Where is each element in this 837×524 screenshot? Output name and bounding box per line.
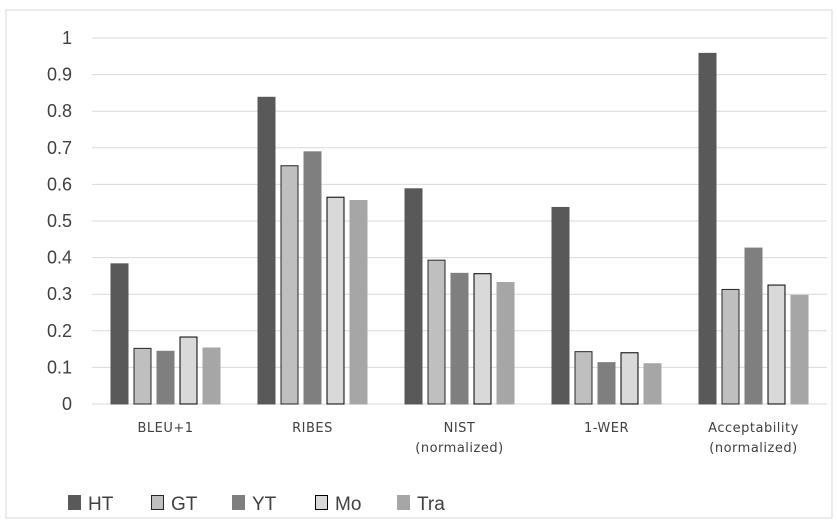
bar-yt [744,247,763,405]
bar-ht [257,96,276,405]
bar-ht [698,52,717,405]
bar-yt [597,362,616,405]
bar-tra [202,347,221,405]
y-tick-label: 1 [62,28,72,48]
legend-label-yt: YT [252,494,277,515]
bar-tra [790,294,809,405]
bar-gt [133,347,152,405]
bar-gt [721,288,740,405]
bar-tra [496,281,515,405]
bar-yt [156,350,175,405]
bar-ht [404,188,423,405]
bar-ht [110,263,129,405]
legend-label-mo: Mo [335,494,361,515]
y-tick-label: 0 [62,394,72,414]
y-tick-label: 0.6 [47,174,72,194]
legend-label-gt: GT [171,494,198,515]
category-label: (normalized) [709,441,797,456]
y-tick-label: 0.8 [47,101,72,121]
y-axis-ticks: 0 0.1 0.2 0.3 0.4 0.5 0.6 0.7 0.8 0.9 1 [47,28,72,414]
bars [110,52,809,405]
bar-yt [450,272,469,405]
bar-gt [427,259,446,405]
y-tick-label: 0.1 [47,357,72,377]
category-label: 1-WER [584,421,629,436]
legend-swatch-ht [68,495,81,510]
legend-swatch-mo [315,495,328,510]
legend-swatch-gt [151,495,164,510]
y-tick-label: 0.3 [47,284,72,304]
legend: HT GT YT Mo Tra [68,494,445,515]
y-tick-label: 0.2 [47,321,72,341]
category-labels: BLEU+1 RIBES NIST (normalized) 1-WER Acceptab… [137,421,798,456]
category-label: (normalized) [415,441,503,456]
category-label: NIST [444,421,476,436]
legend-swatch-tra [397,495,410,510]
y-tick-label: 0.7 [47,138,72,158]
bar-mo [326,196,345,405]
y-tick-label: 0.5 [47,211,72,231]
bar-gt [574,351,593,405]
category-label: RIBES [292,421,333,436]
bar-tra [349,200,368,405]
bar-mo [767,284,786,405]
bar-mo [473,273,492,405]
bar-mo [179,336,198,405]
legend-label-tra: Tra [417,494,445,515]
bar-tra [643,363,662,405]
category-label: BLEU+1 [137,421,193,436]
category-label: Acceptability [708,421,799,436]
y-tick-label: 0.4 [47,248,72,268]
bar-gt [280,165,299,405]
bar-mo [620,352,639,405]
bar-ht [551,206,570,405]
bar-yt [303,151,322,405]
legend-label-ht: HT [88,494,114,515]
legend-swatch-yt [232,495,245,510]
y-tick-label: 0.9 [47,65,72,85]
